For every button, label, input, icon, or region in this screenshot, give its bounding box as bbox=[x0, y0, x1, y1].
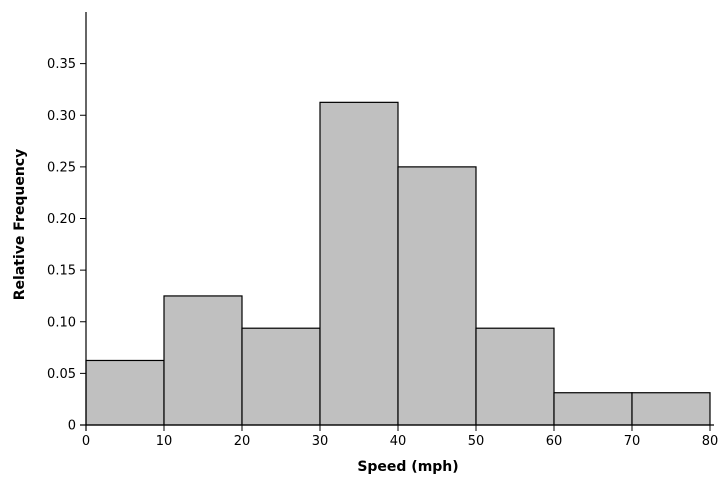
bar-20-30 bbox=[241, 327, 321, 426]
bar-40-50 bbox=[397, 166, 477, 426]
x-tick-label: 80 bbox=[702, 434, 719, 449]
y-ticks-group: 0 0.05 0.10 0.15 0.20 0.25 0.30 0.35 bbox=[47, 57, 86, 434]
y-tick-label: 0.35 bbox=[47, 57, 76, 72]
bars-group bbox=[85, 101, 711, 426]
x-tick-label: 20 bbox=[234, 434, 251, 449]
bar-30-40 bbox=[319, 101, 399, 426]
bar-0-10 bbox=[85, 359, 165, 426]
x-tick-label: 40 bbox=[390, 434, 407, 449]
bar-60-70 bbox=[553, 392, 633, 426]
x-axis-title: Speed (mph) bbox=[357, 459, 458, 475]
x-tick-label: 70 bbox=[624, 434, 641, 449]
bar-50-60 bbox=[475, 327, 555, 426]
y-tick-label: 0.25 bbox=[47, 160, 76, 175]
y-tick-label: 0.30 bbox=[47, 109, 76, 124]
y-tick-label: 0.20 bbox=[47, 212, 76, 227]
x-tick-label: 50 bbox=[468, 434, 485, 449]
x-ticks-group: 0 10 20 30 40 50 60 70 80 bbox=[82, 425, 718, 449]
y-tick-label: 0.10 bbox=[47, 315, 76, 330]
x-tick-label: 0 bbox=[82, 434, 90, 449]
x-tick-label: 10 bbox=[156, 434, 173, 449]
y-tick-label: 0 bbox=[68, 419, 76, 434]
bar-10-20 bbox=[163, 295, 243, 426]
bar-70-80 bbox=[631, 392, 711, 426]
y-axis-title: Relative Frequency bbox=[12, 149, 28, 300]
y-tick-label: 0.15 bbox=[47, 264, 76, 279]
x-tick-label: 60 bbox=[546, 434, 563, 449]
x-tick-label: 30 bbox=[312, 434, 329, 449]
y-tick-label: 0.05 bbox=[47, 367, 76, 382]
